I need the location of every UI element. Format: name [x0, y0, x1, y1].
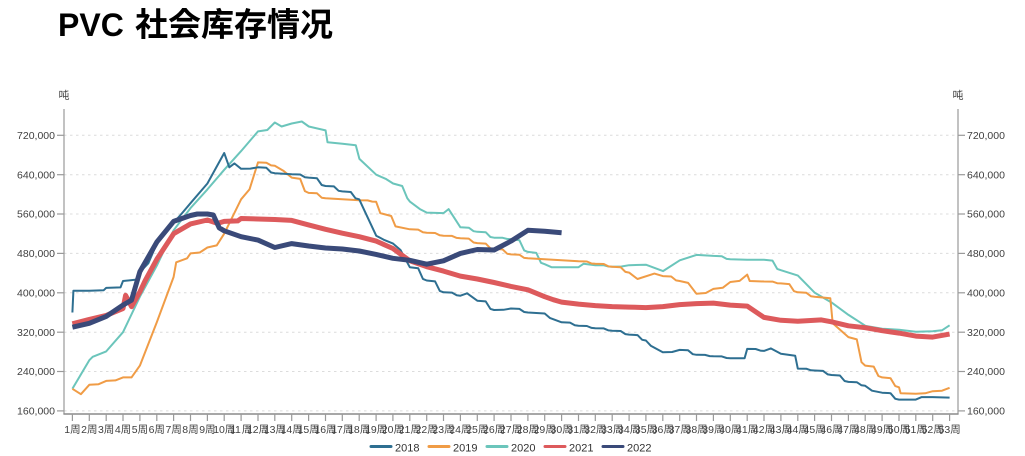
svg-text:1: 1 [64, 424, 70, 436]
svg-text:2019: 2019 [453, 443, 477, 455]
svg-text:160,000: 160,000 [967, 406, 1005, 418]
svg-text:39: 39 [702, 424, 714, 436]
svg-text:5: 5 [132, 424, 138, 436]
svg-text:46: 46 [820, 424, 832, 436]
svg-text:480,000: 480,000 [967, 248, 1005, 260]
svg-text:44: 44 [787, 424, 799, 436]
svg-text:PVC: PVC [58, 7, 124, 43]
svg-text:37: 37 [669, 424, 681, 436]
svg-text:20: 20 [382, 424, 394, 436]
svg-text:28: 28 [517, 424, 529, 436]
svg-text:16: 16 [314, 424, 326, 436]
svg-text:560,000: 560,000 [17, 209, 55, 221]
svg-text:720,000: 720,000 [967, 130, 1005, 142]
svg-text:640,000: 640,000 [967, 169, 1005, 181]
svg-text:560,000: 560,000 [967, 209, 1005, 221]
svg-text:35: 35 [635, 424, 647, 436]
svg-text:9: 9 [199, 424, 205, 436]
svg-text:42: 42 [753, 424, 765, 436]
svg-text:49: 49 [871, 424, 883, 436]
svg-text:53: 53 [939, 424, 951, 436]
svg-text:6: 6 [149, 424, 155, 436]
svg-text:52: 52 [922, 424, 934, 436]
svg-text:720,000: 720,000 [17, 130, 55, 142]
svg-text:29: 29 [534, 424, 546, 436]
svg-text:10: 10 [213, 424, 225, 436]
svg-text:640,000: 640,000 [17, 169, 55, 181]
svg-text:160,000: 160,000 [17, 406, 55, 418]
svg-text:8: 8 [182, 424, 188, 436]
svg-text:15: 15 [298, 424, 310, 436]
svg-text:17: 17 [331, 424, 343, 436]
svg-text:11: 11 [230, 424, 241, 436]
svg-text:24: 24 [449, 424, 461, 436]
svg-text:12: 12 [247, 424, 259, 436]
svg-text:45: 45 [804, 424, 816, 436]
svg-text:26: 26 [483, 424, 495, 436]
svg-text:4: 4 [115, 424, 121, 436]
svg-text:25: 25 [466, 424, 478, 436]
svg-text:13: 13 [264, 424, 276, 436]
svg-text:400,000: 400,000 [967, 288, 1005, 300]
svg-text:400,000: 400,000 [17, 288, 55, 300]
svg-text:2020: 2020 [511, 443, 535, 455]
svg-text:14: 14 [281, 424, 293, 436]
svg-text:18: 18 [348, 424, 360, 436]
svg-text:23: 23 [432, 424, 444, 436]
svg-text:38: 38 [686, 424, 698, 436]
svg-text:47: 47 [837, 424, 849, 436]
svg-text:32: 32 [584, 424, 596, 436]
svg-text:2021: 2021 [569, 443, 593, 455]
svg-text:50: 50 [888, 424, 900, 436]
svg-text:320,000: 320,000 [17, 327, 55, 339]
svg-text:7: 7 [166, 424, 172, 436]
svg-text:320,000: 320,000 [967, 327, 1005, 339]
svg-text:34: 34 [618, 424, 630, 436]
svg-text:3: 3 [98, 424, 104, 436]
svg-text:19: 19 [365, 424, 377, 436]
svg-text:33: 33 [601, 424, 613, 436]
svg-text:51: 51 [905, 424, 917, 436]
svg-text:40: 40 [719, 424, 731, 436]
svg-text:240,000: 240,000 [17, 366, 55, 378]
svg-text:48: 48 [854, 424, 866, 436]
svg-text:2022: 2022 [627, 443, 651, 455]
svg-text:22: 22 [416, 424, 428, 436]
svg-text:480,000: 480,000 [17, 248, 55, 260]
svg-text:31: 31 [567, 424, 579, 436]
svg-text:41: 41 [736, 424, 748, 436]
svg-text:43: 43 [770, 424, 782, 436]
svg-text:2: 2 [81, 424, 87, 436]
svg-text:2018: 2018 [395, 443, 419, 455]
svg-text:30: 30 [551, 424, 563, 436]
svg-text:240,000: 240,000 [967, 366, 1005, 378]
svg-text:21: 21 [399, 424, 411, 436]
svg-text:36: 36 [652, 424, 664, 436]
svg-text:27: 27 [500, 424, 512, 436]
